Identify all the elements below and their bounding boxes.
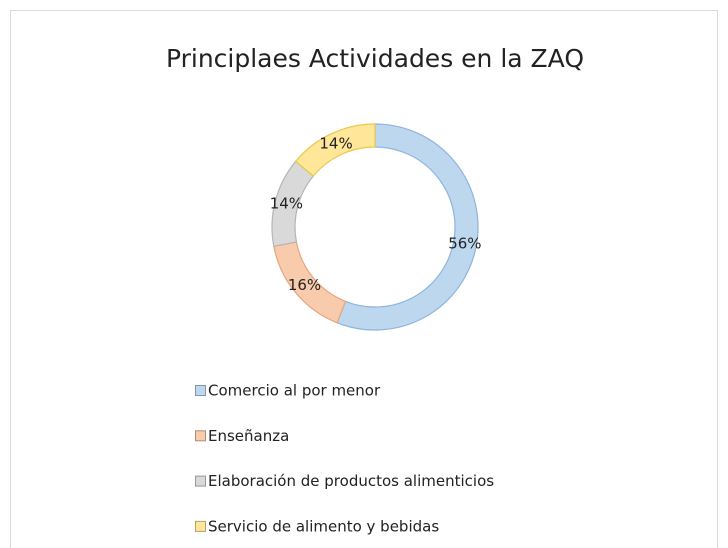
legend-swatch [195, 520, 206, 532]
legend-swatch [195, 430, 206, 442]
legend-label: Servicio de alimento y bebidas [208, 517, 439, 535]
donut-slice [294, 123, 376, 177]
legend-swatch [195, 475, 206, 487]
legend-label: Enseñanza [208, 427, 289, 445]
data-label: 56% [448, 235, 481, 253]
data-label: 14% [319, 135, 352, 153]
chart-title: Principlaes Actividades en la ZAQ [166, 44, 584, 73]
donut-slice [336, 123, 479, 331]
chart-frame [10, 10, 718, 548]
data-label: 16% [288, 276, 321, 294]
legend-label: Comercio al por menor [208, 382, 381, 400]
data-label: 14% [270, 195, 303, 213]
legend-swatch [195, 385, 206, 396]
legend-label: Elaboración de productos alimenticios [208, 472, 494, 490]
